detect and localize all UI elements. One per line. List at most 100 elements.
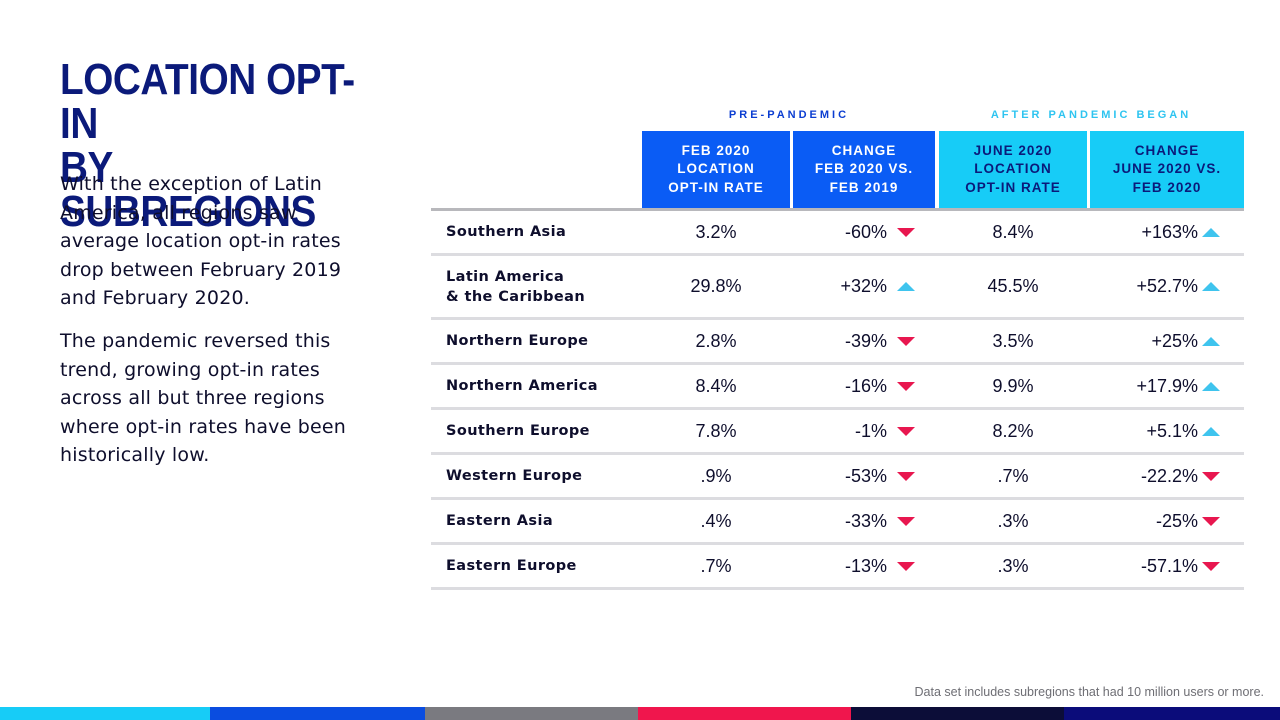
up-arrow-icon [1201, 365, 1221, 407]
triangle-down-icon [897, 561, 915, 571]
up-arrow-icon [896, 256, 916, 317]
june-2020-rate: 3.5% [992, 330, 1034, 351]
title-line: LOCATION OPT-IN [60, 55, 355, 148]
table-row: Eastern Asia .4% -33% .3% -25% [431, 500, 1244, 545]
color-stripe [851, 707, 1064, 720]
triangle-down-icon [1202, 471, 1220, 481]
feb-2020-rate: 7.8% [695, 420, 737, 441]
up-arrow-icon [1201, 211, 1221, 253]
june-2020-rate: 8.4% [992, 221, 1034, 242]
color-stripe [210, 707, 425, 720]
triangle-up-icon [1202, 227, 1220, 237]
region-name-line: Northern Europe [446, 333, 589, 349]
header-line: CHANGE [831, 142, 897, 158]
region-name-line: Southern Asia [446, 224, 567, 240]
header-line: FEB 2020 [1132, 179, 1202, 195]
change-june-vs-feb-2020: +52.7% [1136, 276, 1198, 296]
feb-2020-rate: 2.8% [695, 330, 737, 351]
down-arrow-icon [896, 320, 916, 362]
region-name: Southern Europe [446, 410, 646, 452]
change-june-vs-feb-2020: -25% [1155, 510, 1198, 531]
region-name-line: Eastern Asia [446, 513, 554, 529]
up-arrow-icon [1201, 410, 1221, 452]
footnote: Data set includes subregions that had 10… [914, 685, 1265, 699]
region-name: Western Europe [446, 455, 646, 497]
footer-color-stripes [0, 707, 1280, 720]
title-line: BY SUBREGIONS [60, 143, 316, 236]
region-name: Northern America [446, 365, 646, 407]
june-2020-rate: .3% [997, 555, 1029, 576]
change-june-vs-feb-2020: +25% [1151, 330, 1198, 351]
header-feb-2020-rate: FEB 2020 LOCATION OPT-IN RATE [642, 131, 790, 208]
intro-paragraph: With the exception of Latin America, all… [60, 173, 342, 309]
header-line: FEB 2020 VS. [814, 161, 914, 177]
header-june-2020-rate: JUNE 2020 LOCATION OPT-IN RATE [939, 131, 1087, 208]
change-feb-2020-vs-2019: -13% [844, 555, 887, 576]
triangle-down-icon [897, 227, 915, 237]
change-june-vs-feb-2020: +5.1% [1146, 420, 1198, 441]
change-june-vs-feb-2020: -57.1% [1140, 555, 1198, 576]
feb-2020-rate: 29.8% [690, 276, 742, 296]
down-arrow-icon [1201, 455, 1221, 497]
color-stripe [1064, 707, 1280, 720]
change-feb-2020-vs-2019: +32% [840, 276, 887, 296]
change-feb-2020-vs-2019: -16% [844, 375, 887, 396]
region-name-line: Western Europe [446, 468, 583, 484]
group-label-after-pandemic: AFTER PANDEMIC BEGAN [990, 109, 1192, 121]
table-row: Southern Europe 7.8% -1% 8.2% +5.1% [431, 410, 1244, 455]
region-name: Latin America & the Caribbean [446, 256, 646, 317]
region-name-line: Latin America [446, 268, 565, 285]
feb-2020-rate: 8.4% [695, 375, 737, 396]
color-stripe [0, 707, 210, 720]
change-feb-2020-vs-2019: -39% [844, 330, 887, 351]
header-line: OPT-IN RATE [668, 179, 764, 195]
change-feb-2020-vs-2019: -60% [844, 221, 887, 242]
change-feb-2020-vs-2019: -1% [854, 420, 887, 441]
june-2020-rate: 45.5% [987, 276, 1039, 296]
june-2020-rate: 8.2% [992, 420, 1034, 441]
down-arrow-icon [896, 365, 916, 407]
table-row: Latin America & the Caribbean 29.8% +32% 45.… [431, 256, 1244, 320]
feb-2020-rate: .4% [700, 510, 732, 531]
down-arrow-icon [1201, 545, 1221, 587]
triangle-down-icon [1202, 561, 1220, 571]
up-arrow-icon [1201, 320, 1221, 362]
table-row: Eastern Europe .7% -13% .3% -57.1% [431, 545, 1244, 590]
change-feb-2020-vs-2019: -33% [844, 510, 887, 531]
feb-2020-rate: 3.2% [695, 221, 737, 242]
region-name-line: Eastern Europe [446, 558, 577, 574]
region-name: Eastern Asia [446, 500, 646, 542]
region-name: Southern Asia [446, 211, 646, 253]
page-title: LOCATION OPT-IN BY SUBREGIONS [60, 58, 377, 234]
triangle-up-icon [1202, 336, 1220, 346]
june-2020-rate: 9.9% [992, 375, 1034, 396]
triangle-up-icon [1202, 282, 1220, 291]
triangle-down-icon [897, 516, 915, 526]
change-feb-2020-vs-2019: -53% [844, 465, 887, 486]
header-change-feb: CHANGE FEB 2020 VS. FEB 2019 [793, 131, 935, 208]
feb-2020-rate: .9% [700, 465, 732, 486]
table-top-rule [431, 208, 1244, 211]
header-line: OPT-IN RATE [965, 179, 1061, 195]
table-row: Northern Europe 2.8% -39% 3.5% +25% [431, 320, 1244, 365]
triangle-down-icon [897, 471, 915, 481]
header-line: LOCATION [974, 161, 1052, 177]
header-change-june: CHANGE JUNE 2020 VS. FEB 2020 [1090, 131, 1244, 208]
region-name: Northern Europe [446, 320, 646, 362]
region-name-line: & the Caribbean [446, 288, 586, 305]
table-row: Western Europe .9% -53% .7% -22.2% [431, 455, 1244, 500]
header-line: LOCATION [677, 161, 755, 177]
header-line: FEB 2019 [829, 179, 899, 195]
feb-2020-rate: .7% [700, 555, 732, 576]
color-stripe [638, 707, 851, 720]
down-arrow-icon [1201, 500, 1221, 542]
down-arrow-icon [896, 500, 916, 542]
region-name-line: Southern Europe [446, 423, 590, 439]
region-name-line: Northern America [446, 378, 598, 394]
down-arrow-icon [896, 455, 916, 497]
down-arrow-icon [896, 211, 916, 253]
group-label-pre-pandemic: PRE-PANDEMIC [728, 109, 850, 121]
triangle-down-icon [897, 381, 915, 391]
change-june-vs-feb-2020: -22.2% [1140, 465, 1198, 486]
june-2020-rate: .7% [997, 465, 1029, 486]
